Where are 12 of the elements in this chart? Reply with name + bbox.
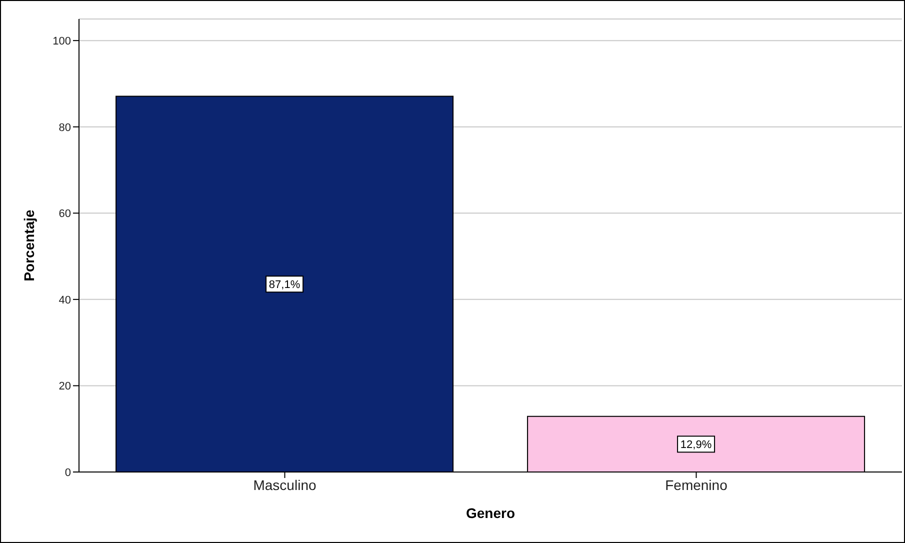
y-tick-label: 100	[52, 35, 71, 48]
x-tick-label: Masculino	[253, 476, 316, 493]
data-label: 12,9%	[680, 439, 712, 452]
y-axis-title: Porcentaje	[20, 209, 37, 282]
data-label: 87,1%	[268, 279, 300, 292]
y-tick-label: 60	[58, 208, 71, 220]
y-tick-label: 20	[58, 380, 71, 393]
y-tick-label: 0	[64, 466, 71, 479]
y-tick-label: 40	[58, 294, 71, 306]
x-tick-label: Femenino	[665, 476, 728, 493]
y-tick-label: 80	[58, 122, 71, 134]
x-axis-title: Genero	[466, 505, 516, 521]
